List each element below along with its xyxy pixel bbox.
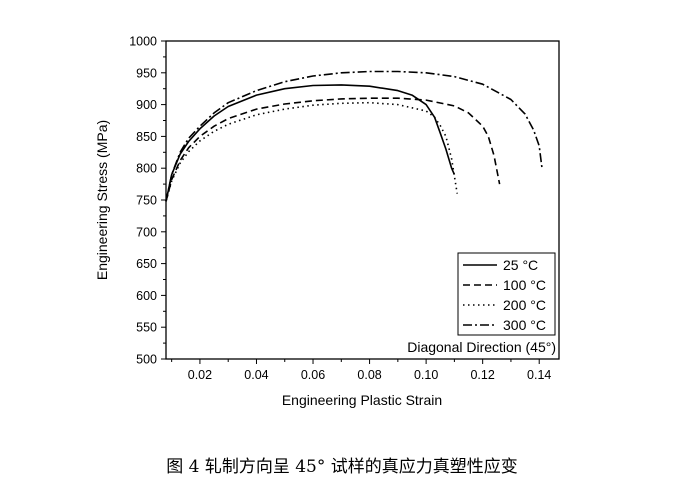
y-axis-label: Engineering Stress (MPa) <box>94 120 110 280</box>
series-line <box>165 70 543 202</box>
x-tick-label: 0.02 <box>188 368 212 382</box>
annotation: Diagonal Direction (45°) <box>407 339 556 355</box>
x-tick-label: 0.04 <box>244 368 268 382</box>
legend-label: 100 °C <box>503 277 546 293</box>
axis-ticks: 500 550 600 650 700 750 800 850 900 950 1000 0.02 0.… <box>129 35 551 383</box>
figure-caption: 图 4 轧制方向呈 45° 试样的真应力真塑性应变 <box>166 457 518 477</box>
y-tick-label: 950 <box>136 66 157 80</box>
series-line <box>165 84 456 202</box>
y-tick-label: 600 <box>136 289 157 303</box>
y-tick-label: 1000 <box>129 35 157 49</box>
y-tick-label: 500 <box>136 353 157 367</box>
y-tick-label: 900 <box>136 98 157 112</box>
legend: 25 °C 100 °C 200 °C 300 °C <box>457 252 556 336</box>
x-tick-label: 0.12 <box>470 368 494 382</box>
legend-label: 25 °C <box>503 257 538 273</box>
y-tick-label: 800 <box>136 162 157 176</box>
legend-box <box>457 252 556 336</box>
plot-frame <box>165 40 560 360</box>
y-tick-label: 700 <box>136 225 157 239</box>
series-line <box>165 101 458 202</box>
y-tick-label: 750 <box>136 194 157 208</box>
legend-label: 200 °C <box>503 297 546 313</box>
x-tick-label: 0.06 <box>301 368 325 382</box>
y-tick-label: 550 <box>136 321 157 335</box>
legend-label: 300 °C <box>503 317 546 333</box>
x-tick-label: 0.14 <box>527 368 551 382</box>
series-line <box>165 97 501 202</box>
y-tick-label: 650 <box>136 257 157 271</box>
series-lines <box>165 70 543 202</box>
x-axis-label: Engineering Plastic Strain <box>282 392 442 408</box>
x-tick-label: 0.08 <box>357 368 381 382</box>
y-tick-label: 850 <box>136 130 157 144</box>
x-tick-label: 0.10 <box>414 368 438 382</box>
